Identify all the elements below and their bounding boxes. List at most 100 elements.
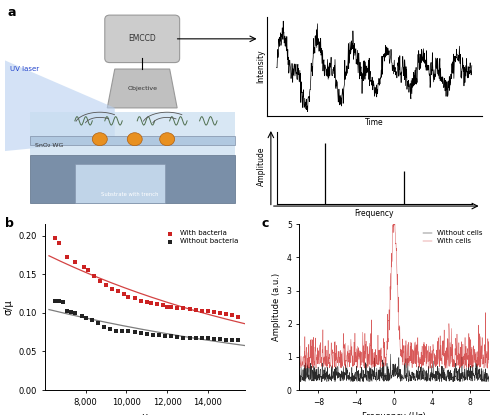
- Without cells: [296, 365, 302, 370]
- With bacteria: [124, 293, 132, 300]
- With bacteria: [229, 312, 237, 319]
- With bacteria: [204, 308, 212, 315]
- Without bacteria: [222, 337, 230, 343]
- With bacteria: [173, 305, 181, 312]
- Without bacteria: [55, 297, 63, 304]
- FancyBboxPatch shape: [30, 112, 235, 155]
- Text: Objective: Objective: [127, 86, 157, 91]
- Text: Substrate with trench: Substrate with trench: [101, 192, 159, 197]
- X-axis label: Frequency: Frequency: [354, 209, 394, 218]
- Without bacteria: [82, 314, 90, 321]
- Without bacteria: [167, 333, 175, 339]
- Without bacteria: [149, 331, 157, 338]
- Legend: Without cells, With cells: Without cells, With cells: [421, 227, 486, 247]
- X-axis label: Time: Time: [365, 117, 384, 127]
- With cells: [461, 366, 467, 371]
- With bacteria: [131, 295, 139, 302]
- Y-axis label: Intensity: Intensity: [256, 49, 265, 83]
- Without bacteria: [235, 337, 243, 343]
- With cells: [441, 354, 447, 359]
- With bacteria: [153, 301, 161, 308]
- Text: FT: FT: [371, 147, 382, 156]
- Line: With cells: With cells: [299, 198, 489, 369]
- With cells: [412, 351, 418, 356]
- Circle shape: [160, 133, 175, 146]
- FancyBboxPatch shape: [75, 164, 165, 203]
- Polygon shape: [107, 69, 177, 108]
- FancyBboxPatch shape: [105, 15, 180, 63]
- Without cells: [460, 374, 466, 379]
- With bacteria: [159, 302, 167, 308]
- Y-axis label: Amplitude (a.u.): Amplitude (a.u.): [272, 273, 281, 341]
- Without bacteria: [51, 298, 59, 305]
- Without cells: [441, 377, 447, 382]
- Text: EMCCD: EMCCD: [128, 34, 156, 43]
- With cells: [296, 365, 302, 370]
- Without bacteria: [59, 299, 67, 305]
- Y-axis label: σ/μ: σ/μ: [3, 299, 13, 315]
- With bacteria: [84, 267, 92, 274]
- Polygon shape: [5, 61, 115, 151]
- With bacteria: [108, 286, 116, 292]
- With cells: [308, 337, 314, 342]
- Without cells: [407, 378, 413, 383]
- Line: Without cells: Without cells: [299, 354, 489, 382]
- With bacteria: [114, 288, 122, 295]
- With bacteria: [80, 263, 88, 270]
- Without bacteria: [106, 326, 114, 332]
- Text: SnO₂ WG: SnO₂ WG: [35, 143, 63, 148]
- With cells: [418, 361, 424, 366]
- With bacteria: [216, 310, 224, 316]
- Text: UV laser: UV laser: [10, 66, 39, 72]
- Without bacteria: [143, 330, 151, 337]
- Without bacteria: [161, 333, 169, 339]
- Without bacteria: [186, 334, 194, 341]
- Without bacteria: [137, 330, 145, 336]
- With cells: [486, 361, 492, 366]
- With bacteria: [102, 282, 110, 288]
- With bacteria: [222, 310, 230, 317]
- Without bacteria: [204, 335, 212, 342]
- With bacteria: [180, 305, 188, 312]
- Without bacteria: [198, 335, 206, 342]
- Without bacteria: [216, 336, 224, 342]
- With bacteria: [71, 259, 79, 265]
- Without bacteria: [155, 332, 163, 339]
- Without bacteria: [192, 335, 200, 342]
- Y-axis label: Amplitude: Amplitude: [256, 146, 265, 186]
- With bacteria: [137, 297, 145, 304]
- FancyBboxPatch shape: [30, 136, 235, 144]
- Without cells: [298, 379, 304, 384]
- With bacteria: [55, 239, 63, 246]
- With bacteria: [143, 299, 151, 305]
- With bacteria: [120, 291, 128, 298]
- With cells: [460, 342, 466, 347]
- Without bacteria: [94, 320, 102, 326]
- X-axis label: Frequency (Hz): Frequency (Hz): [362, 412, 426, 415]
- Without cells: [486, 372, 492, 377]
- With bacteria: [235, 313, 243, 320]
- Without bacteria: [118, 328, 126, 335]
- With bacteria: [192, 307, 200, 313]
- Without bacteria: [210, 336, 218, 342]
- Without bacteria: [112, 327, 120, 334]
- Text: c: c: [261, 217, 269, 230]
- Without bacteria: [180, 334, 188, 341]
- Without bacteria: [100, 323, 108, 330]
- With bacteria: [198, 307, 206, 314]
- FancyBboxPatch shape: [30, 155, 235, 203]
- Circle shape: [127, 133, 142, 146]
- Text: a: a: [7, 7, 16, 20]
- With bacteria: [90, 273, 98, 279]
- With bacteria: [51, 234, 59, 241]
- Without bacteria: [71, 310, 79, 316]
- Without cells: [308, 364, 314, 369]
- Without bacteria: [77, 312, 85, 319]
- X-axis label: μ: μ: [142, 412, 148, 415]
- Without cells: [388, 352, 394, 356]
- Without cells: [418, 364, 424, 369]
- With cells: [391, 195, 397, 200]
- Circle shape: [92, 133, 107, 146]
- Without bacteria: [67, 309, 75, 315]
- Without bacteria: [229, 337, 237, 343]
